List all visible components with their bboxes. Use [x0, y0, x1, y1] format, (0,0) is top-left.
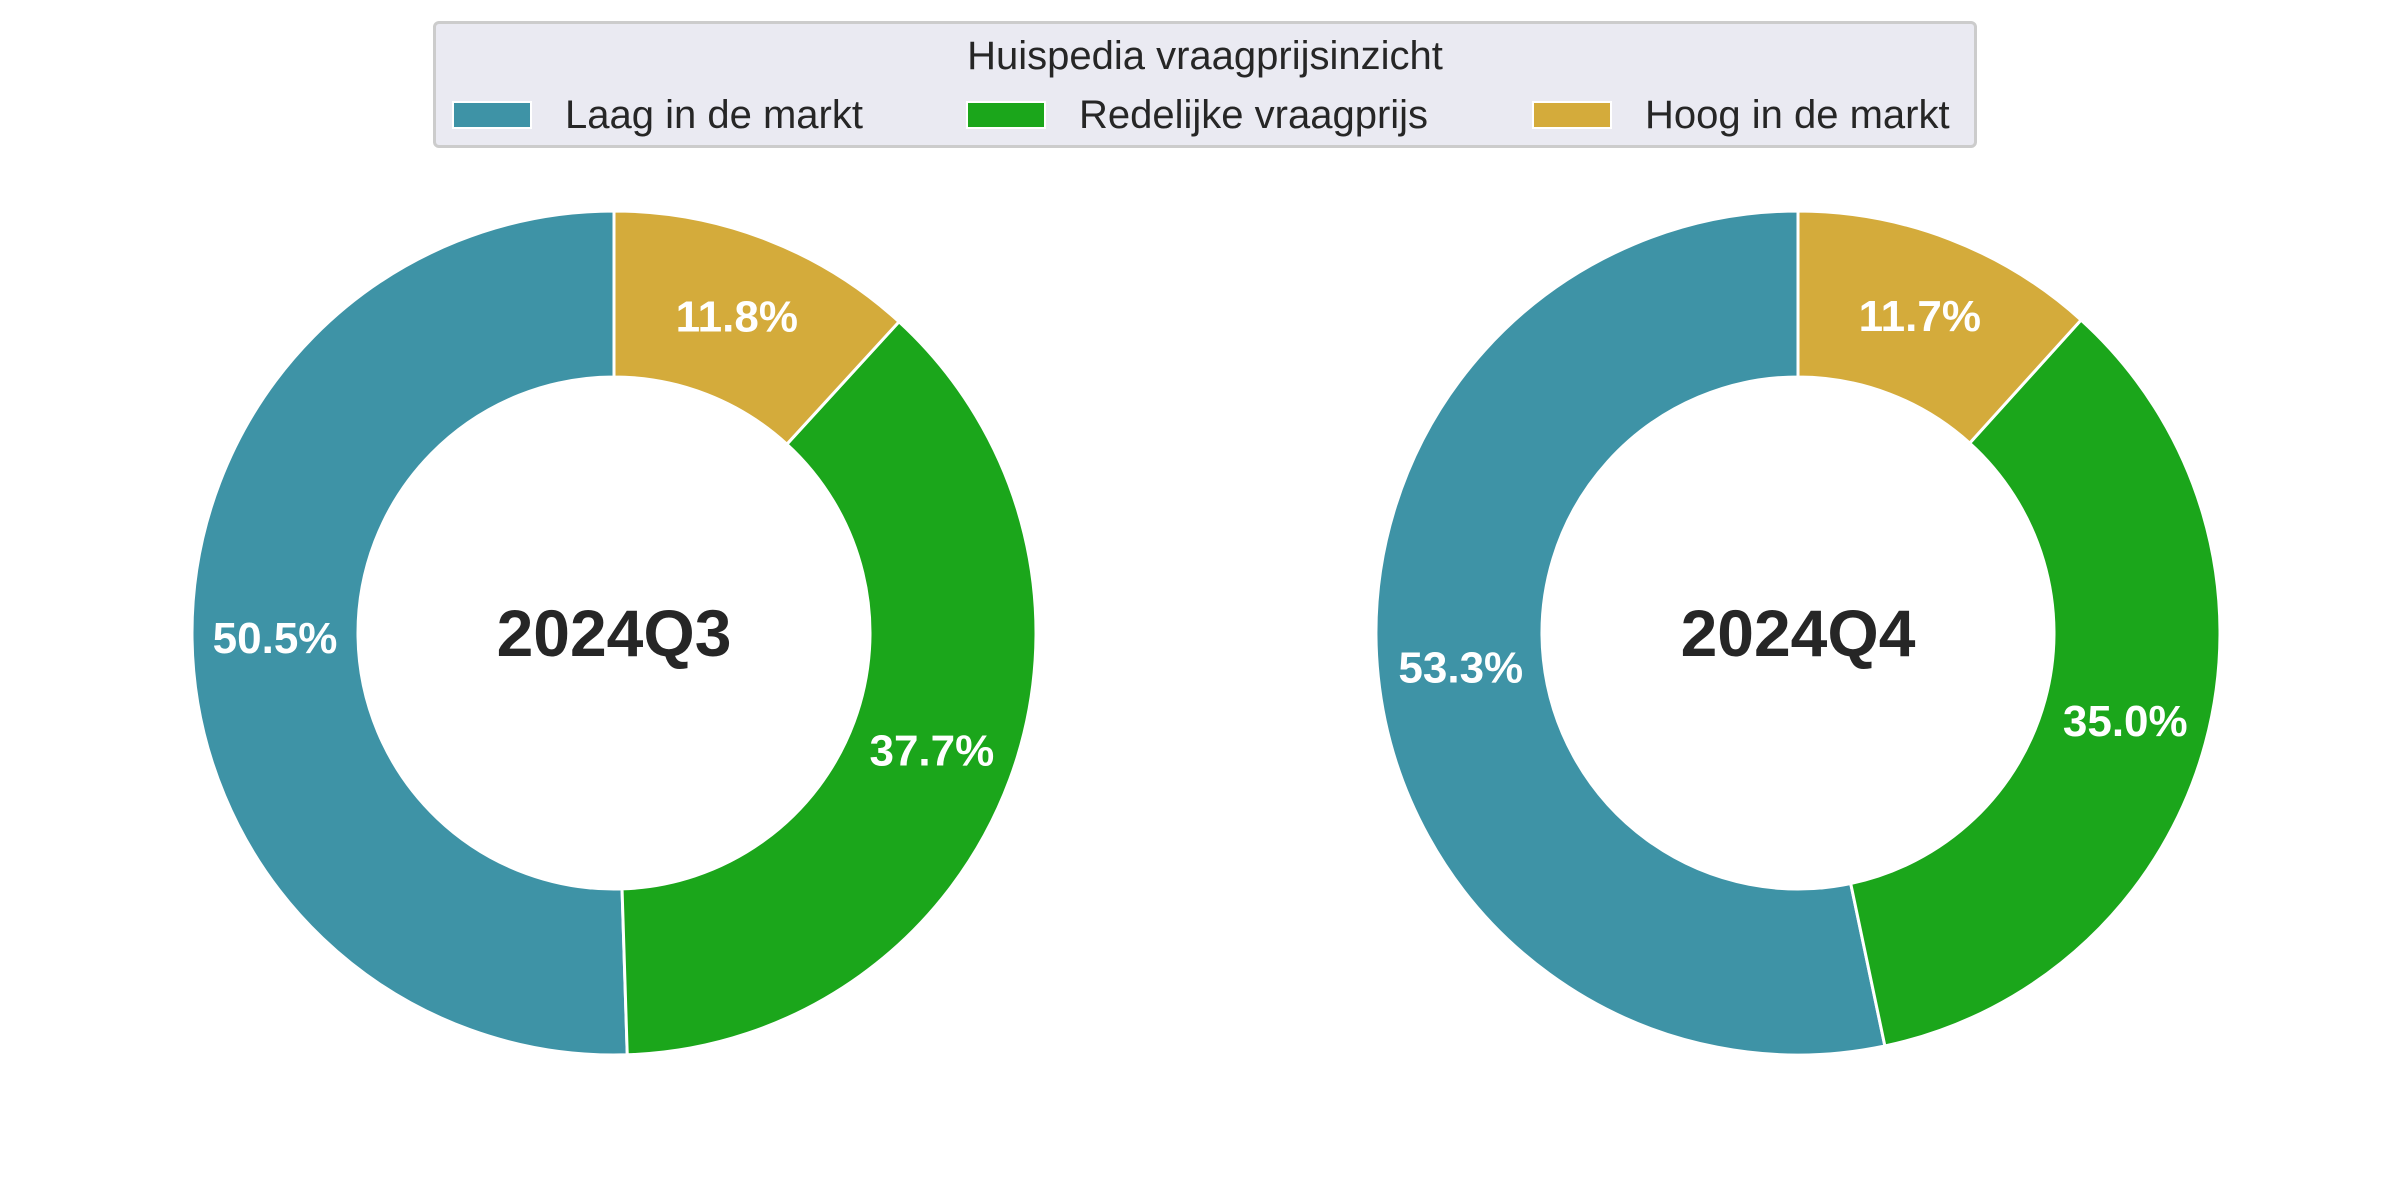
- legend-label-redelijk: Redelijke vraagprijs: [1079, 92, 1429, 137]
- slice-data-label: 37.7%: [869, 726, 994, 775]
- slice-data-label: 53.3%: [1398, 644, 1523, 693]
- donut-slice: [1849, 318, 2222, 1048]
- donut-slice: [1796, 209, 2083, 445]
- legend-swatch-redelijk: [966, 101, 1046, 129]
- legend-item-laag: Laag in de markt: [452, 89, 863, 141]
- slice-data-label: 11.8%: [676, 293, 798, 342]
- donut-center-label: 2024Q4: [1681, 596, 1916, 670]
- donut-chart-0: 50.5% 37.7% 11.8% 2024Q3: [190, 209, 1038, 1057]
- donut-slice: [1374, 209, 1887, 1057]
- donut-chart-1: 53.3% 35.0% 11.7% 2024Q4: [1374, 209, 2222, 1057]
- chart-legend: Huispedia vraagprijsinzicht Laag in de m…: [433, 21, 1977, 148]
- legend-item-redelijk: Redelijke vraagprijs: [966, 89, 1428, 141]
- legend-item-hoog: Hoog in de markt: [1532, 89, 1950, 141]
- donut-slice: [612, 209, 901, 446]
- slice-data-label: 11.7%: [1859, 292, 1981, 341]
- legend-swatch-hoog: [1532, 101, 1612, 129]
- legend-swatch-laag: [452, 101, 532, 129]
- donut-slice: [620, 320, 1038, 1057]
- slice-data-label: 35.0%: [2063, 697, 2188, 746]
- legend-title: Huispedia vraagprijsinzicht: [967, 34, 1443, 78]
- legend-label-laag: Laag in de markt: [565, 92, 863, 137]
- legend-label-hoog: Hoog in de markt: [1645, 92, 1950, 137]
- slice-data-label: 50.5%: [213, 614, 338, 663]
- donut-slice: [190, 209, 629, 1057]
- donut-center-label: 2024Q3: [497, 596, 732, 670]
